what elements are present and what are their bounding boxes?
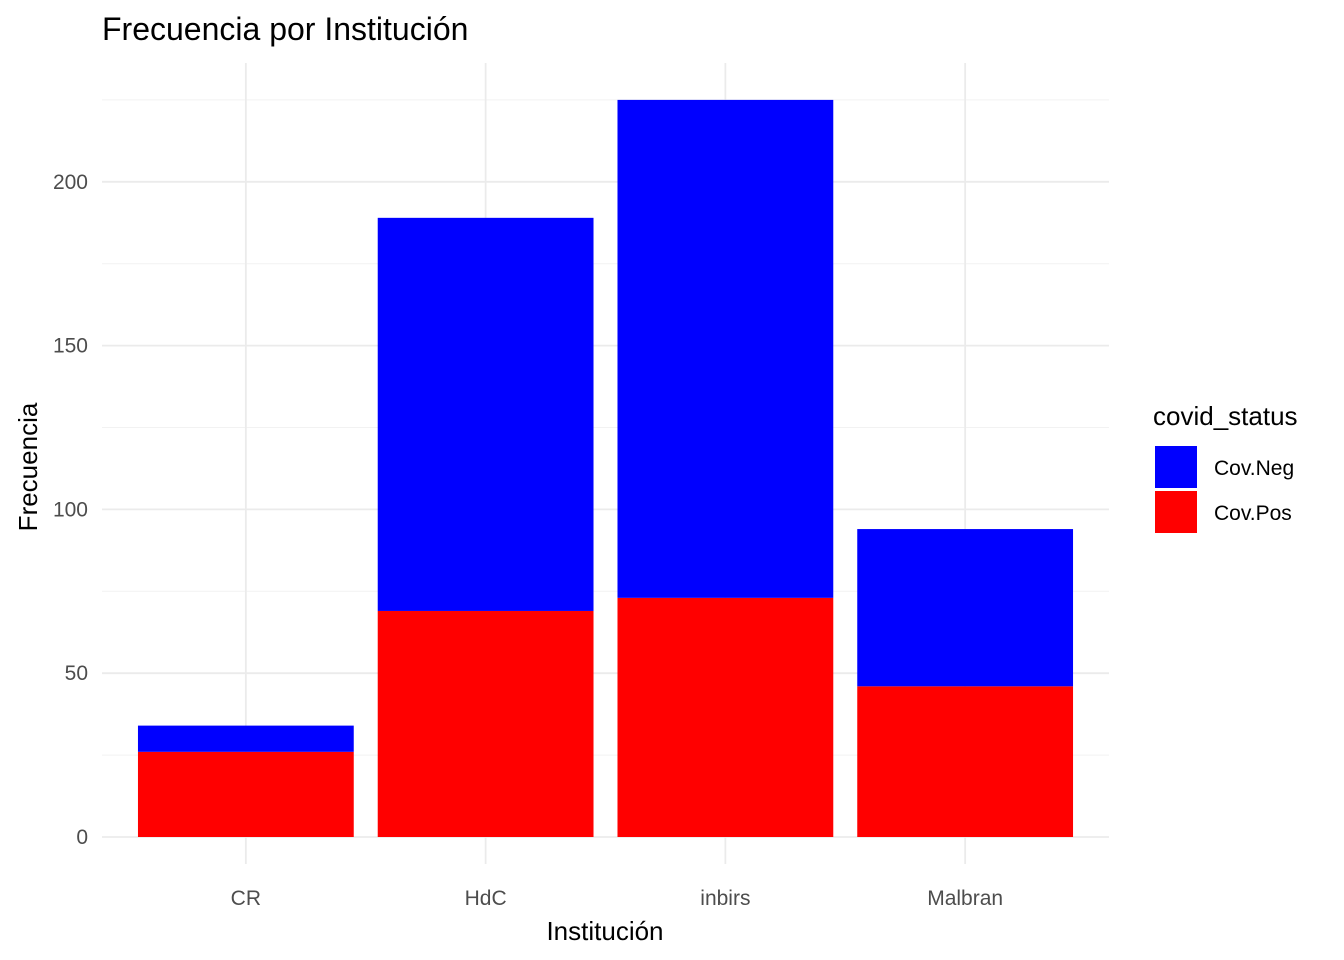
bar-hdc-cov-neg bbox=[377, 217, 594, 611]
x-axis-title: Institución bbox=[546, 916, 663, 946]
legend-label: Cov.Neg bbox=[1214, 457, 1294, 480]
legend-key bbox=[1155, 491, 1197, 533]
bar-malbran-cov-neg bbox=[857, 529, 1074, 687]
y-tick-label: 50 bbox=[65, 662, 88, 685]
x-tick-label: HdC bbox=[465, 887, 507, 910]
y-tick-label: 0 bbox=[76, 826, 88, 849]
x-tick-label: CR bbox=[231, 887, 261, 910]
legend-title: covid_status bbox=[1153, 401, 1298, 431]
bar-cr-cov-pos bbox=[137, 751, 354, 837]
x-axis-ticks: CR HdC inbirs Malbran bbox=[231, 887, 1003, 910]
bar-malbran-cov-pos bbox=[857, 686, 1074, 837]
y-axis-title: Frecuencia bbox=[13, 402, 43, 531]
y-tick-label: 100 bbox=[53, 498, 88, 521]
bars-layer bbox=[137, 99, 1074, 837]
x-tick-label: Malbran bbox=[927, 887, 1003, 910]
x-tick-label: inbirs bbox=[700, 887, 750, 910]
y-tick-label: 200 bbox=[53, 171, 88, 194]
bar-cr-cov-neg bbox=[137, 725, 354, 752]
bar-inbirs-cov-pos bbox=[617, 597, 834, 837]
bar-inbirs-cov-neg bbox=[617, 99, 834, 598]
bar-hdc-cov-pos bbox=[377, 610, 594, 837]
chart-title: Frecuencia por Institución bbox=[102, 11, 468, 47]
y-axis-ticks: 0 50 100 150 200 bbox=[53, 171, 88, 849]
legend-label: Cov.Pos bbox=[1214, 502, 1292, 525]
y-tick-label: 150 bbox=[53, 335, 88, 358]
legend: covid_status Cov.Neg Cov.Pos bbox=[1153, 401, 1298, 533]
legend-key bbox=[1155, 446, 1197, 488]
